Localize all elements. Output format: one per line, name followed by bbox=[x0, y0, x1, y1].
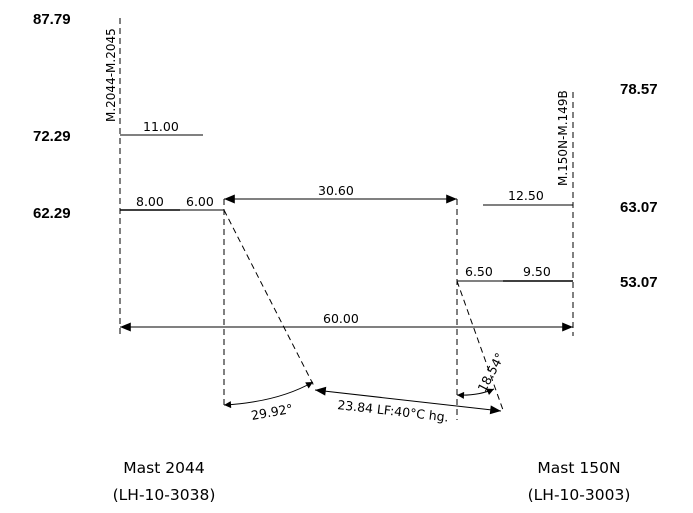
right-mast-label: M.150N-M.149B bbox=[556, 90, 570, 186]
dim-right-angle: 18.54° bbox=[474, 350, 507, 394]
elevation-left-top: 87.79 bbox=[33, 11, 71, 28]
left-mast-name: Mast 2044 bbox=[123, 459, 204, 477]
right-mast-ref: (LH-10-3003) bbox=[528, 486, 631, 504]
dim-right-arm: 9.50 bbox=[523, 264, 551, 279]
dim-left-upper-arm: 11.00 bbox=[143, 119, 179, 134]
elevation-right-low: 53.07 bbox=[620, 274, 658, 291]
right-mast-name: Mast 150N bbox=[537, 459, 620, 477]
dim-left-insulator: 6.00 bbox=[186, 194, 214, 209]
dim-right-upper-arm: 12.50 bbox=[508, 188, 544, 203]
dim-span: 60.00 bbox=[323, 311, 359, 326]
elevation-left-mid: 72.29 bbox=[33, 128, 71, 145]
elevation-right-top: 78.57 bbox=[620, 81, 658, 98]
dim-line-sag bbox=[314, 386, 502, 415]
dim-left-angle: 29.92° bbox=[250, 401, 294, 423]
elevation-left-low: 62.29 bbox=[33, 205, 71, 222]
dim-left-arm: 8.00 bbox=[136, 194, 164, 209]
dim-sag: 23.84 LF:40°C hg. bbox=[337, 397, 450, 425]
left-mast-label: M.2044-M.2045 bbox=[104, 28, 118, 122]
dim-conductor-gap: 30.60 bbox=[318, 183, 354, 198]
left-swing-line bbox=[223, 209, 316, 389]
left-angle-arc bbox=[223, 381, 314, 409]
elevation-right-mid: 63.07 bbox=[620, 199, 658, 216]
dim-right-insulator: 6.50 bbox=[465, 264, 493, 279]
left-mast-ref: (LH-10-3038) bbox=[113, 486, 216, 504]
